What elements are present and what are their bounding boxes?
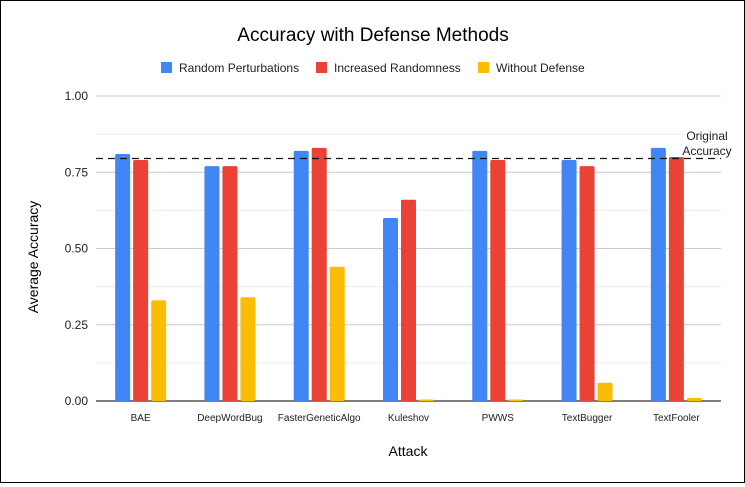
bar-random-perturbations-textfooler [650,147,666,401]
bar-random-perturbations-deepwordbug [204,166,220,401]
reference-line-label: Accuracy [682,144,731,158]
bar-increased-randomness-textfooler [668,157,684,401]
chart-title: Accuracy with Defense Methods [237,25,508,46]
y-tick-label: 1.00 [65,89,89,103]
bar-increased-randomness-fastergeneticalgo [311,147,327,401]
bar-increased-randomness-deepwordbug [222,166,238,401]
y-tick-label: 0.50 [65,242,89,256]
x-tick-label: DeepWordBug [197,413,262,424]
x-axis-label: Attack [389,443,429,459]
legend-label-2: Without Defense [496,61,585,75]
bar-increased-randomness-textbugger [579,166,595,401]
legend-label-0: Random Perturbations [179,61,299,75]
y-tick-label: 0.75 [65,165,89,179]
bar-without-defense-bae [151,300,167,401]
legend-swatch-2 [478,62,489,73]
y-tick-label: 0.00 [65,394,89,408]
bar-without-defense-deepwordbug [240,297,256,401]
bar-random-perturbations-bae [115,153,131,401]
bars [115,147,702,401]
y-axis-ticks: 0.00 0.25 0.50 0.75 1.00 [65,89,89,408]
bar-increased-randomness-bae [133,160,149,401]
bar-without-defense-textfooler [686,397,702,401]
legend-swatch-0 [161,62,172,73]
bar-without-defense-pwws [508,399,524,401]
bar-without-defense-kuleshov [419,399,434,401]
reference-line-label: Original [686,129,727,143]
bar-random-perturbations-textbugger [561,160,577,401]
x-tick-label: TextBugger [562,413,613,424]
legend-swatch-1 [316,62,327,73]
legend: Random Perturbations Increased Randomness… [161,61,585,75]
x-tick-label: TextFooler [653,413,700,424]
bar-random-perturbations-pwws [472,150,488,401]
x-tick-label: BAE [131,413,151,424]
bar-increased-randomness-pwws [490,160,506,401]
bar-random-perturbations-fastergeneticalgo [293,150,309,401]
x-tick-label: FasterGeneticAlgo [278,413,361,424]
x-tick-label: Kuleshov [388,413,429,424]
y-axis-label: Average Accuracy [25,201,41,314]
y-tick-label: 0.25 [65,318,89,332]
x-tick-label: PWWS [482,413,515,424]
bar-increased-randomness-kuleshov [401,199,416,401]
x-axis-ticks: BAE DeepWordBug FasterGeneticAlgo Kuleshov P… [131,413,701,424]
bar-without-defense-fastergeneticalgo [329,266,345,401]
bar-without-defense-textbugger [597,382,613,401]
legend-label-1: Increased Randomness [334,61,461,75]
bar-random-perturbations-kuleshov [383,218,398,401]
